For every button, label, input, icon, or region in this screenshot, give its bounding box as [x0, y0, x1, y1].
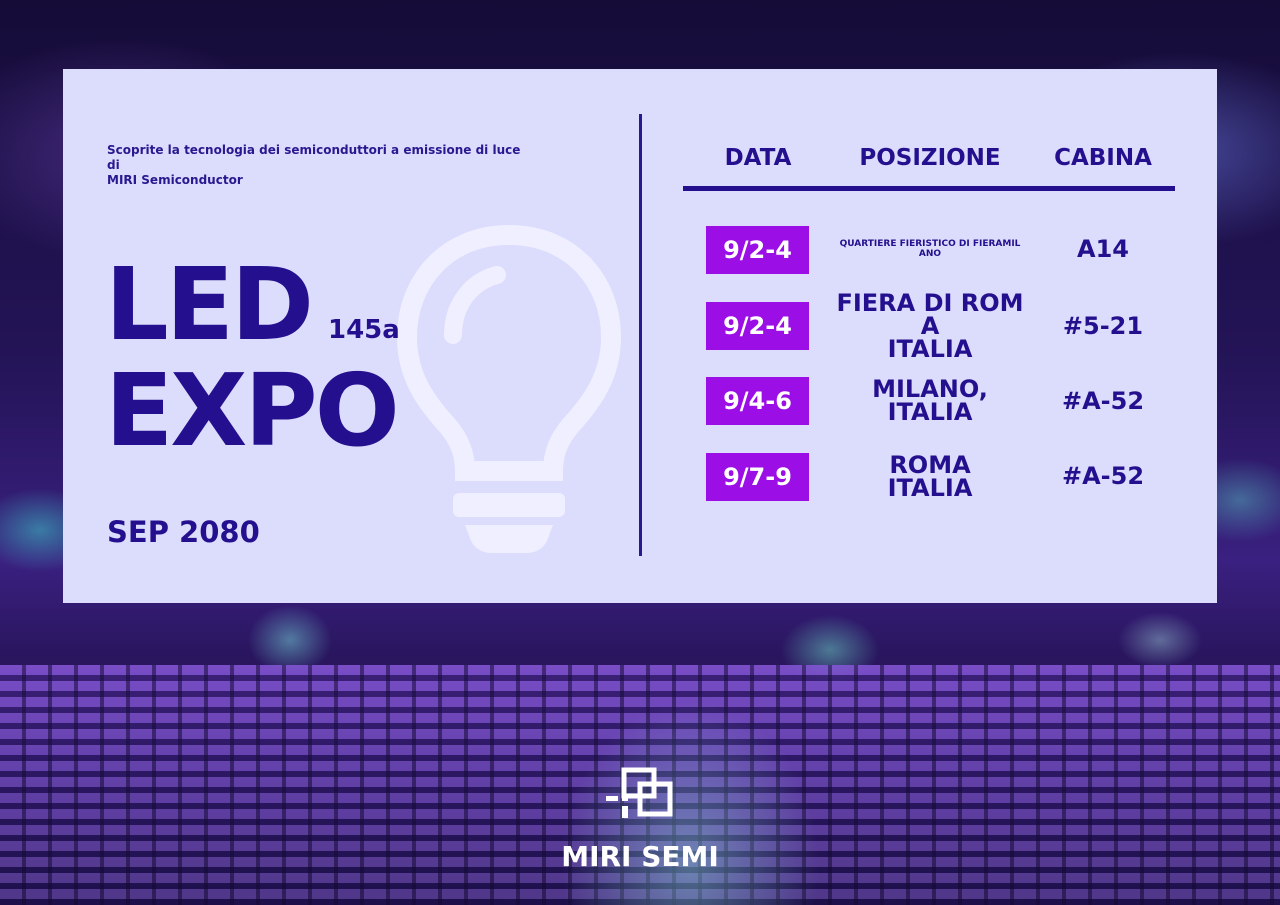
header-location: POSIZIONE	[859, 145, 1001, 171]
header-booth: CABINA	[1054, 145, 1152, 171]
brand-name: MIRI SEMI	[561, 840, 719, 873]
schedule-location: FIERA DI ROM A ITALIA	[835, 291, 1025, 361]
schedule-booth: #A-52	[1061, 387, 1145, 415]
location-line: ITALIA	[887, 398, 973, 426]
location-line: ROMA	[889, 451, 971, 479]
event-month-year: SEP 2080	[107, 515, 260, 549]
tagline-line-2: MIRI Semiconductor	[107, 173, 243, 187]
event-card: Scoprite la tecnologia dei semiconduttor…	[63, 69, 1217, 603]
schedule-location: MILANO, ITALIA	[835, 377, 1025, 425]
location-line: QUARTIERE FIERISTICO DI FIERAMIL	[839, 239, 1021, 249]
schedule-date-badge: 9/4-6	[706, 377, 809, 425]
light-bulb-icon	[396, 225, 622, 553]
schedule-date-badge: 9/7-9	[706, 453, 809, 501]
location-line: ITALIA	[887, 474, 973, 502]
tagline: Scoprite la tecnologia dei semiconduttor…	[107, 143, 527, 188]
miri-semi-logo-icon	[606, 767, 673, 818]
schedule-booth: #A-52	[1061, 462, 1145, 490]
header-date: DATA	[724, 145, 792, 171]
schedule-booth: A14	[1077, 235, 1129, 263]
floor-glow	[560, 700, 820, 905]
schedule-date-badge: 9/2-4	[706, 226, 809, 274]
location-line: FIERA DI ROM	[836, 288, 1024, 317]
location-line: A	[920, 311, 940, 340]
schedule-booth: #5-21	[1062, 312, 1144, 340]
location-line: MILANO,	[872, 375, 988, 403]
event-title-line-2: EXPO	[105, 352, 400, 469]
tagline-line-1: Scoprite la tecnologia dei semiconduttor…	[107, 143, 521, 172]
location-line: ITALIA	[887, 334, 973, 363]
event-edition: 145a	[328, 315, 400, 345]
location-line: ANO	[918, 249, 942, 259]
schedule-location: ROMA ITALIA	[835, 453, 1025, 501]
event-title-line-1: LED	[105, 246, 314, 363]
header-rule	[683, 186, 1175, 191]
schedule-date-badge: 9/2-4	[706, 302, 809, 350]
schedule-location: QUARTIERE FIERISTICO DI FIERAMIL ANO	[835, 237, 1025, 261]
vertical-divider	[639, 114, 642, 556]
